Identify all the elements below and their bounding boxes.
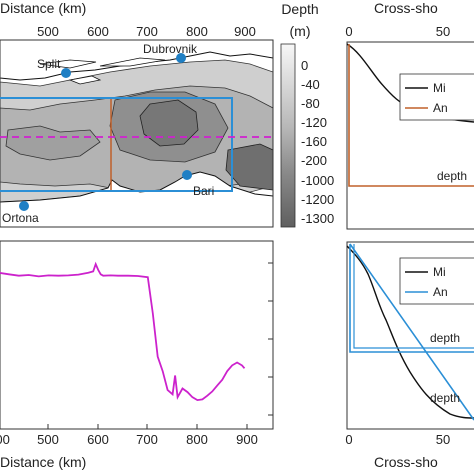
profile-xtick-800: 800	[186, 432, 208, 447]
top-right-title: Cross-sho	[374, 0, 438, 16]
map-xlabel: Distance (km)	[0, 0, 86, 16]
bottom-right-xtick-50: 50	[436, 432, 450, 447]
top-right-analytic-profile	[348, 44, 474, 187]
top-right-legend-label-1: Mi	[433, 81, 446, 95]
colorbar-bar	[280, 43, 296, 228]
bottom-right-analytic-profile-1	[349, 243, 474, 421]
colorbar-tick-200: -200	[301, 153, 327, 168]
colorbar-title: Depth	[281, 1, 318, 17]
sea-deep-jabuka	[5, 125, 101, 161]
colorbar-tick-1300: -1300	[301, 211, 334, 226]
island-1	[39, 59, 97, 69]
sea-deep-east	[225, 143, 273, 191]
box-blue	[0, 97, 233, 192]
sea-deepest	[139, 99, 199, 147]
city-marker-ortona	[19, 201, 29, 211]
city-marker-dubrovnik	[176, 53, 186, 63]
profile-xtick-400: 400	[0, 432, 10, 447]
city-label-split: Split	[37, 57, 61, 71]
city-marker-bari	[182, 170, 192, 180]
top-right-xtick-50: 50	[436, 24, 450, 39]
profile-xtick-500: 500	[37, 432, 59, 447]
colorbar-tick-120: -120	[301, 115, 327, 130]
top-right-legend-box	[399, 73, 474, 121]
city-marker-split	[61, 68, 71, 78]
profile-xlabel: Distance (km)	[0, 454, 86, 470]
city-label-dubrovnik: Dubrovnik	[143, 42, 198, 56]
colorbar-tick-1200: -1200	[301, 192, 334, 207]
bottom-right-annotation-2: depth	[430, 391, 460, 405]
bottom-right-observed-profile	[346, 245, 474, 419]
colorbar-tick-40: -40	[301, 77, 320, 92]
top-right-xtick-0: 0	[345, 24, 352, 39]
profile-xtick-900: 900	[236, 432, 258, 447]
top-right-frame	[346, 41, 474, 230]
coast-south	[0, 171, 273, 227]
top-right-legend-label-2: An	[433, 101, 448, 115]
bottom-right-legend-label-2: An	[433, 285, 448, 299]
bottom-right-analytic-profile-2	[353, 244, 474, 349]
colorbar: Depth (m) 0 -40 -80 -120 -160 -200 -1000…	[280, 1, 334, 228]
map-frame	[0, 39, 274, 228]
map-xtick-500: 500	[37, 24, 59, 39]
colorbar-tick-1000: -1000	[301, 173, 334, 188]
profile-series-line	[0, 261, 246, 402]
city-label-bari: Bari	[193, 184, 214, 198]
map-xtick-600: 600	[87, 24, 109, 39]
map-panel: Distance (km) 500 600 700 800 900	[0, 0, 274, 228]
island-2	[99, 57, 166, 67]
bottom-right-xtick-0: 0	[345, 432, 352, 447]
colorbar-tick-160: -160	[301, 134, 327, 149]
colorbar-tick-0: 0	[301, 58, 308, 73]
top-right-annotation: depth	[437, 169, 467, 183]
city-label-ortona: Ortona	[2, 211, 39, 225]
map-xtick-800: 800	[186, 24, 208, 39]
profile-panel: 400 500 600 700 800 900 Distance (km)	[0, 240, 274, 470]
colorbar-tick-80: -80	[301, 96, 320, 111]
bottom-right-legend-label-1: Mi	[433, 265, 446, 279]
bottom-right-xlabel: Cross-sho	[374, 454, 438, 470]
bottom-right-frame	[346, 241, 474, 430]
profile-xtick-600: 600	[87, 432, 109, 447]
profile-xtick-700: 700	[136, 432, 158, 447]
profile-frame	[0, 240, 274, 430]
cross-shore-panel-top: Cross-sho 0 50 Mi An depth	[345, 0, 474, 230]
bottom-right-legend-box	[399, 257, 474, 305]
profile-ticks	[47, 262, 273, 429]
bottom-right-annotation-1: depth	[430, 331, 460, 345]
map-xtick-900: 900	[234, 24, 256, 39]
island-3	[68, 75, 102, 85]
map-xtick-700: 700	[136, 24, 158, 39]
map-area	[0, 40, 273, 227]
cross-shore-panel-bottom: Mi An depth depth 0 50 Cross-sho	[345, 241, 474, 470]
colorbar-unit: (m)	[290, 23, 311, 39]
